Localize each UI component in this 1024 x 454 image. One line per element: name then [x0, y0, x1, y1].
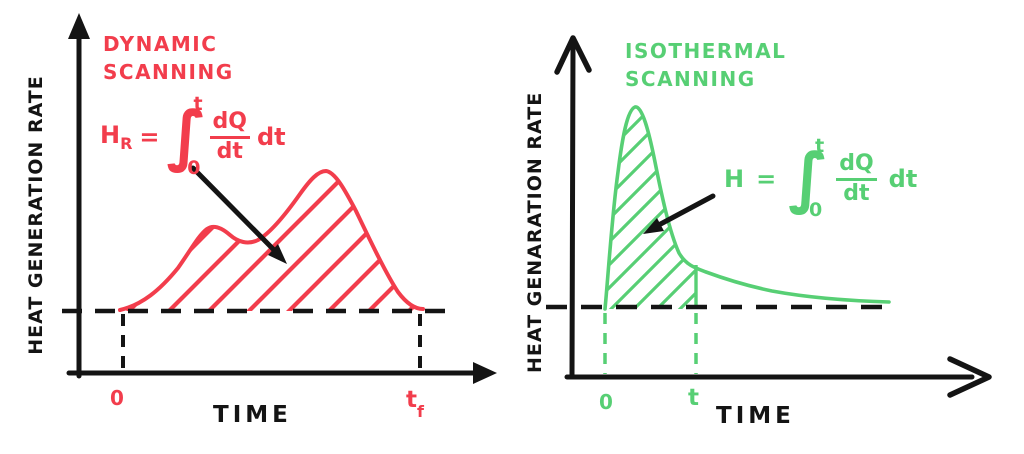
right-annotation-arrowhead: [643, 218, 664, 234]
left-y-axis-label: HEAT GENERATION RATE: [25, 75, 47, 355]
right-x-tick-zero: 0: [599, 390, 613, 414]
left-chart-title: DYNAMIC SCANNING: [103, 30, 234, 86]
right-integral-lower-limit: 0: [808, 199, 823, 221]
right-x-tick-t: t: [688, 385, 699, 411]
left-x-axis-arrowhead: [473, 362, 497, 384]
left-annotation-arrow: [190, 165, 279, 255]
right-y-axis: [569, 41, 576, 380]
right-y-axis-label: HEAT GENARATION RATE: [524, 91, 546, 373]
left-y-axis-arrowhead: [68, 13, 90, 39]
right-fraction-numerator: dQ: [836, 151, 877, 181]
left-tick-tf-subscript: f: [417, 401, 424, 421]
left-hatched-area: [120, 171, 423, 311]
left-formula: HR = ∫ t 0 dQ dt dt: [100, 93, 286, 179]
left-x-axis-label: TIME: [213, 402, 292, 428]
left-formula-integral: ∫ t 0: [167, 93, 207, 179]
right-integral-upper-limit: t: [815, 135, 825, 157]
left-x-tick-tf: tf: [406, 387, 424, 421]
left-fraction-denominator: dt: [216, 138, 243, 164]
left-formula-equals: =: [139, 123, 160, 151]
left-formula-differential: dt: [256, 123, 286, 151]
right-annotation-arrow: [652, 193, 716, 230]
left-curve: [118, 168, 425, 312]
right-y-axis-arrowhead: [554, 35, 592, 75]
left-formula-lhs: HR: [100, 121, 133, 153]
left-tick-tf-base: t: [406, 387, 417, 413]
left-x-tick-zero: 0: [110, 386, 124, 410]
right-formula-equals: =: [756, 165, 777, 193]
left-integral-upper-limit: t: [193, 93, 203, 115]
left-formula-fraction: dQ dt: [209, 109, 250, 164]
left-fraction-numerator: dQ: [209, 109, 250, 139]
right-formula-differential: dt: [888, 165, 918, 193]
right-formula-lhs: H: [724, 165, 745, 193]
left-annotation-arrowhead: [268, 244, 287, 264]
right-x-axis-label: TIME: [716, 403, 795, 429]
right-x-axis-arrowhead: [947, 356, 992, 398]
right-chart-title-line1: ISOTHERMAL: [625, 39, 787, 63]
left-chart-panel: [62, 13, 497, 384]
right-formula: H = ∫ t 0 dQ dt dt: [724, 135, 918, 221]
right-chart-panel: [546, 35, 992, 398]
right-fraction-denominator: dt: [843, 180, 870, 206]
right-formula-integral: ∫ t 0: [788, 135, 828, 221]
left-integral-lower-limit: 0: [187, 157, 201, 179]
right-hatched-area: [605, 106, 696, 309]
left-chart-title-line2: SCANNING: [103, 60, 234, 84]
right-formula-fraction: dQ dt: [836, 151, 877, 206]
right-curve: [603, 105, 891, 311]
right-chart-title-line2: SCANNING: [625, 67, 756, 91]
right-chart-title: ISOTHERMAL SCANNING: [625, 37, 786, 93]
left-chart-title-line1: DYNAMIC: [103, 32, 218, 56]
left-formula-lhs-subscript: R: [120, 133, 133, 153]
